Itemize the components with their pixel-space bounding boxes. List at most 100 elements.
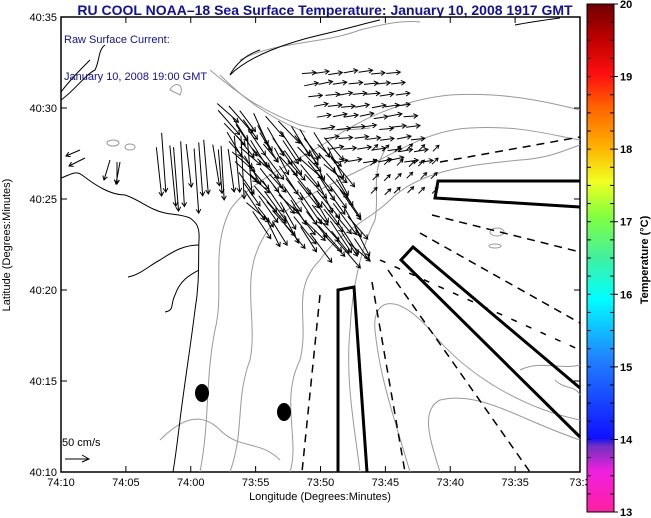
current-arrow: [430, 171, 438, 179]
current-arrow: [284, 223, 306, 250]
colorbar-tick-label: 18: [620, 144, 632, 156]
current-arrow: [304, 173, 328, 199]
current-arrow: [359, 111, 375, 117]
current-arrow: [379, 136, 395, 142]
current-arrow: [212, 144, 222, 187]
current-arrow: [363, 80, 379, 87]
current-arrow: [316, 112, 332, 119]
current-arrow: [220, 145, 227, 201]
contour-line: [209, 69, 371, 131]
contour-line: [489, 227, 505, 237]
contour-line: [229, 126, 581, 473]
current-arrow: [354, 226, 371, 257]
current-arrow: [328, 191, 346, 215]
dashed-line: [379, 259, 581, 351]
current-arrow: [335, 214, 352, 235]
current-arrow: [317, 143, 342, 167]
current-vectors: [65, 67, 440, 269]
current-arrow: [234, 161, 258, 183]
inset-title: Raw Surface Current:: [64, 34, 170, 46]
radar-dashed-lines: [301, 136, 581, 473]
current-arrow: [354, 102, 371, 109]
current-arrow: [420, 171, 428, 180]
coastline-segment: [164, 269, 200, 313]
current-arrow: [345, 195, 361, 219]
current-arrow: [263, 214, 281, 248]
current-arrow: [332, 79, 348, 86]
current-arrow: [155, 147, 165, 197]
current-arrow: [65, 149, 81, 158]
current-arrow: [299, 192, 323, 225]
x-tick-label: 73:50: [307, 477, 335, 489]
current-arrow: [432, 144, 440, 152]
current-arrow: [282, 140, 299, 165]
dashed-line: [419, 232, 581, 324]
y-axis-title: Latitude (Degrees:Minutes): [1, 179, 13, 312]
radar-outlines: [336, 179, 582, 473]
colorbar-label: Temperature (°C): [639, 215, 651, 304]
current-arrow: [396, 101, 412, 108]
contour-line: [169, 84, 182, 96]
current-arrow: [301, 69, 317, 76]
current-arrow: [365, 90, 381, 97]
current-arrow: [391, 79, 407, 86]
contour-line: [488, 243, 502, 249]
current-arrow: [391, 123, 407, 129]
current-arrow: [180, 141, 188, 208]
current-arrow: [336, 240, 361, 269]
outline-polygon: [433, 179, 581, 209]
contour-line: [289, 144, 581, 473]
current-arrow: [418, 186, 426, 194]
current-arrow: [258, 195, 279, 224]
current-arrow: [393, 186, 401, 194]
current-arrow: [396, 158, 404, 166]
contour-line: [374, 303, 581, 473]
current-arrow: [271, 221, 288, 246]
current-arrow: [357, 144, 373, 151]
current-arrow: [185, 144, 194, 189]
current-arrow: [287, 160, 306, 181]
current-arrow: [242, 119, 259, 141]
current-arrow: [333, 158, 349, 164]
current-arrow: [265, 115, 285, 138]
dashed-line: [301, 294, 321, 473]
current-arrow: [304, 80, 320, 87]
coastline-segment: [60, 44, 106, 101]
current-arrow: [304, 220, 326, 242]
current-arrow: [285, 178, 303, 201]
current-arrow: [272, 137, 293, 166]
current-arrow: [342, 145, 358, 152]
current-arrow: [240, 135, 247, 200]
colorbar-tick-label: 16: [620, 289, 632, 301]
coastline-segment: [229, 49, 261, 76]
colorbar-tick-label: 17: [620, 217, 632, 229]
colorbar-tick-label: 15: [620, 362, 632, 374]
map-plot-area: Raw Surface Current: January 10, 2008 19…: [60, 16, 582, 473]
plot-frame: [60, 16, 581, 473]
current-arrow: [347, 156, 363, 163]
current-arrow: [102, 159, 111, 181]
dashed-line: [371, 281, 406, 473]
y-tick-label: 40:35: [29, 12, 57, 24]
current-arrow: [379, 91, 395, 98]
current-arrow: [311, 204, 329, 226]
current-arrow: [292, 206, 316, 236]
current-arrow: [338, 90, 354, 97]
current-arrow: [312, 194, 329, 224]
coastline-segment: [60, 59, 91, 93]
station-marker: [195, 384, 209, 402]
contour-line: [106, 139, 120, 147]
current-arrow: [370, 158, 378, 166]
current-arrow: [406, 143, 414, 151]
current-arrow: [413, 147, 429, 153]
current-arrow: [394, 172, 402, 180]
current-arrow: [379, 125, 395, 132]
current-arrow: [193, 148, 202, 215]
y-tick-label: 40:20: [29, 285, 57, 297]
current-arrow: [406, 171, 414, 179]
current-arrow: [405, 123, 421, 129]
current-arrow: [354, 134, 370, 140]
y-tick-label: 40:25: [29, 194, 57, 206]
dashed-line: [439, 136, 581, 163]
